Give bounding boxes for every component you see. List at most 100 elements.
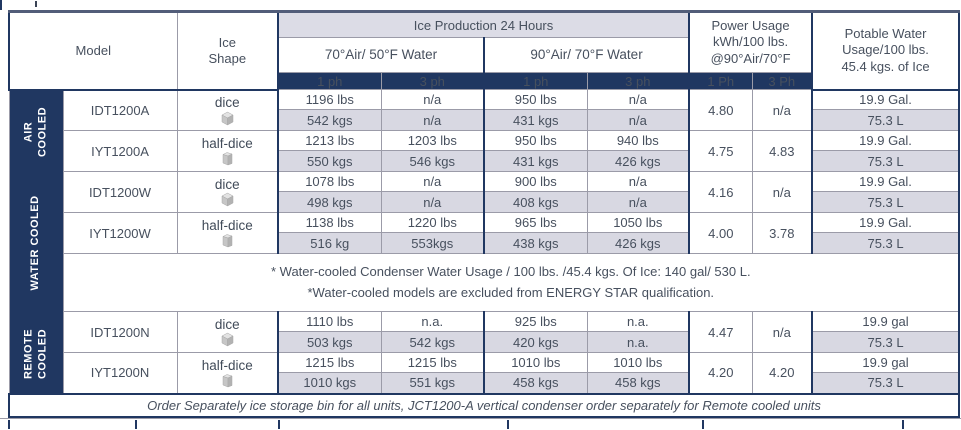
order-separately-note: Order Separately ice storage bin for all… [7,392,961,418]
prod-70-1ph-kgs: 1010 kgs [277,372,382,394]
table-row: 1010 kgs 551 kgs 458 kgs 458 kgs 75.3 L [9,372,961,394]
cooling-type-band: AIR COOLED WATER COOLED REMOTE COOLED [8,89,64,394]
table-row: Order Separately ice storage bin for all… [7,392,961,418]
prod-90-1ph-kgs: 408 kgs [483,191,588,213]
prod-90-1ph-lbs: 900 lbs [483,171,588,192]
next-table-cropped-edge [0,417,961,429]
table-row: IDT1200W dice 1078 lbs n/a 900 lbs n/a 4… [9,171,961,213]
prod-90-1ph-kgs: 431 kgs [483,109,588,131]
power-1ph: 4.00 [688,212,753,254]
prod-70-1ph-kgs: 498 kgs [277,191,382,213]
prod-90-3ph-lbs: n/a [586,89,691,110]
prod-70-1ph-lbs: 1213 lbs [277,130,382,151]
ice-shape-cell: dice [176,311,279,353]
prod-90-1ph-kgs: 431 kgs [483,150,588,172]
phase-header-90-1ph: 1 ph [483,72,588,90]
potable-liters: 75.3 L [811,331,961,353]
prod-90-3ph-kgs: n.a. [586,331,691,353]
prod-70-3ph-kgs: 551 kgs [380,372,485,394]
ice-shape-cell: half-dice [176,212,279,254]
potable-liters: 75.3 L [811,109,961,131]
potable-liters: 75.3 L [811,232,961,254]
section-label-remote-cooled: REMOTE COOLED [22,328,48,379]
prod-70-3ph-kgs: 546 kgs [380,150,485,172]
prod-90-1ph-lbs: 950 lbs [483,89,588,110]
potable-gal: 19.9 Gal. [811,212,961,233]
ice-shape-label: half-dice [201,217,253,233]
water-cooled-note-line2: *Water-cooled models are excluded from E… [307,284,715,300]
prod-90-3ph-lbs: n.a. [586,311,691,332]
power-1ph: 4.47 [688,311,753,353]
power-3ph: n/a [751,89,814,131]
prod-70-3ph-kgs: 553kgs [380,232,485,254]
prod-90-3ph-lbs: n/a [586,171,691,192]
prod-70-1ph-lbs: 1110 lbs [277,311,382,332]
prod-70-1ph-kgs: 503 kgs [277,331,382,353]
potable-header-line2: Usage/100 lbs. [842,42,929,58]
cropped-text-artifact [35,1,37,7]
cropped-cell-divider [278,419,280,429]
prod-90-3ph-lbs: 1010 lbs [586,352,691,373]
potable-gal: 19.9 Gal. [811,89,961,110]
half-dice-cube-icon [222,152,233,166]
prod-70-3ph-lbs: 1203 lbs [380,130,485,151]
potable-header-line3: 45.4 kgs. of Ice [841,59,930,75]
table-row: IYT1200A half-dice 1213 lbs 1203 lbs 950… [9,130,961,172]
prod-70-1ph-lbs: 1138 lbs [277,212,382,233]
potable-liters: 75.3 L [811,150,961,172]
power-1ph: 4.80 [688,89,753,131]
potable-gal: 19.9 gal [811,311,961,332]
prod-70-3ph-kgs: n/a [380,191,485,213]
ice-shape-label: dice [214,95,240,110]
prod-70-3ph-lbs: n/a [380,89,485,110]
phase-header-power-1ph: 1 Ph [688,72,753,90]
power-header-line3: @90°Air/70°F [710,50,791,66]
prod-70-1ph-kgs: 542 kgs [277,109,382,131]
prod-70-3ph-lbs: n/a [380,171,485,192]
prod-90-1ph-lbs: 925 lbs [483,311,588,332]
power-1ph: 4.20 [688,352,753,394]
prod-90-3ph-kgs: n/a [586,191,691,213]
model-cell: IDT1200N [62,311,178,353]
water-cooled-note: * Water-cooled Condenser Water Usage / 1… [62,253,961,312]
prod-90-3ph-lbs: 1050 lbs [586,212,691,233]
ice-shape-label: dice [214,176,240,192]
prod-90-3ph-kgs: n/a [586,109,691,131]
potable-liters: 75.3 L [811,372,961,394]
page-top-margin [0,0,961,10]
prod-90-3ph-lbs: 940 lbs [586,130,691,151]
temp-group-90-header: 90°Air/ 70°F Water [483,37,691,73]
ice-shape-label: half-dice [201,357,253,373]
table-row: 498 kgs n/a 408 kgs n/a 75.3 L [9,191,961,213]
prod-70-3ph-lbs: 1220 lbs [380,212,485,233]
ice-shape-cell: dice [176,89,279,131]
half-dice-cube-icon [222,374,233,388]
ice-machine-spec-table: Model Ice Shape Ice Production 24 Hours … [7,10,961,418]
prod-90-1ph-lbs: 1010 lbs [483,352,588,373]
model-cell: IYT1200A [62,130,178,172]
cropped-cell-divider [507,419,509,429]
section-label-air-cooled: AIR COOLED [22,106,48,157]
model-column-header: Model [7,10,178,91]
table-row: AIR COOLED WATER COOLED REMOTE COOLED ID… [8,89,961,394]
ice-shape-header-line1: Ice [218,35,236,51]
prod-90-1ph-kgs: 420 kgs [483,331,588,353]
model-cell: IYT1200W [62,212,178,254]
power-3ph: 4.83 [751,130,814,172]
potable-gal: 19.9 gal [811,352,961,373]
potable-water-column-header: Potable Water Usage/100 lbs. 45.4 kgs. o… [811,10,961,91]
cropped-cell-divider [135,419,137,429]
phase-header-90-3ph: 3 ph [586,72,691,90]
phase-header-70-1ph: 1 ph [277,72,382,90]
table-row: 542 kgs n/a 431 kgs n/a 75.3 L [9,109,961,131]
prod-70-1ph-kgs: 550 kgs [277,150,382,172]
cropped-cell-divider [902,419,904,429]
prod-90-1ph-lbs: 950 lbs [483,130,588,151]
power-1ph: 4.75 [688,130,753,172]
model-cell: IDT1200W [62,171,178,213]
half-dice-cube-icon [222,234,233,248]
prod-70-3ph-kgs: n/a [380,109,485,131]
prod-70-3ph-lbs: 1215 lbs [380,352,485,373]
production-group-header: Ice Production 24 Hours [277,10,691,38]
table-row: IYT1200N half-dice 1215 lbs 1215 lbs 101… [9,352,961,394]
